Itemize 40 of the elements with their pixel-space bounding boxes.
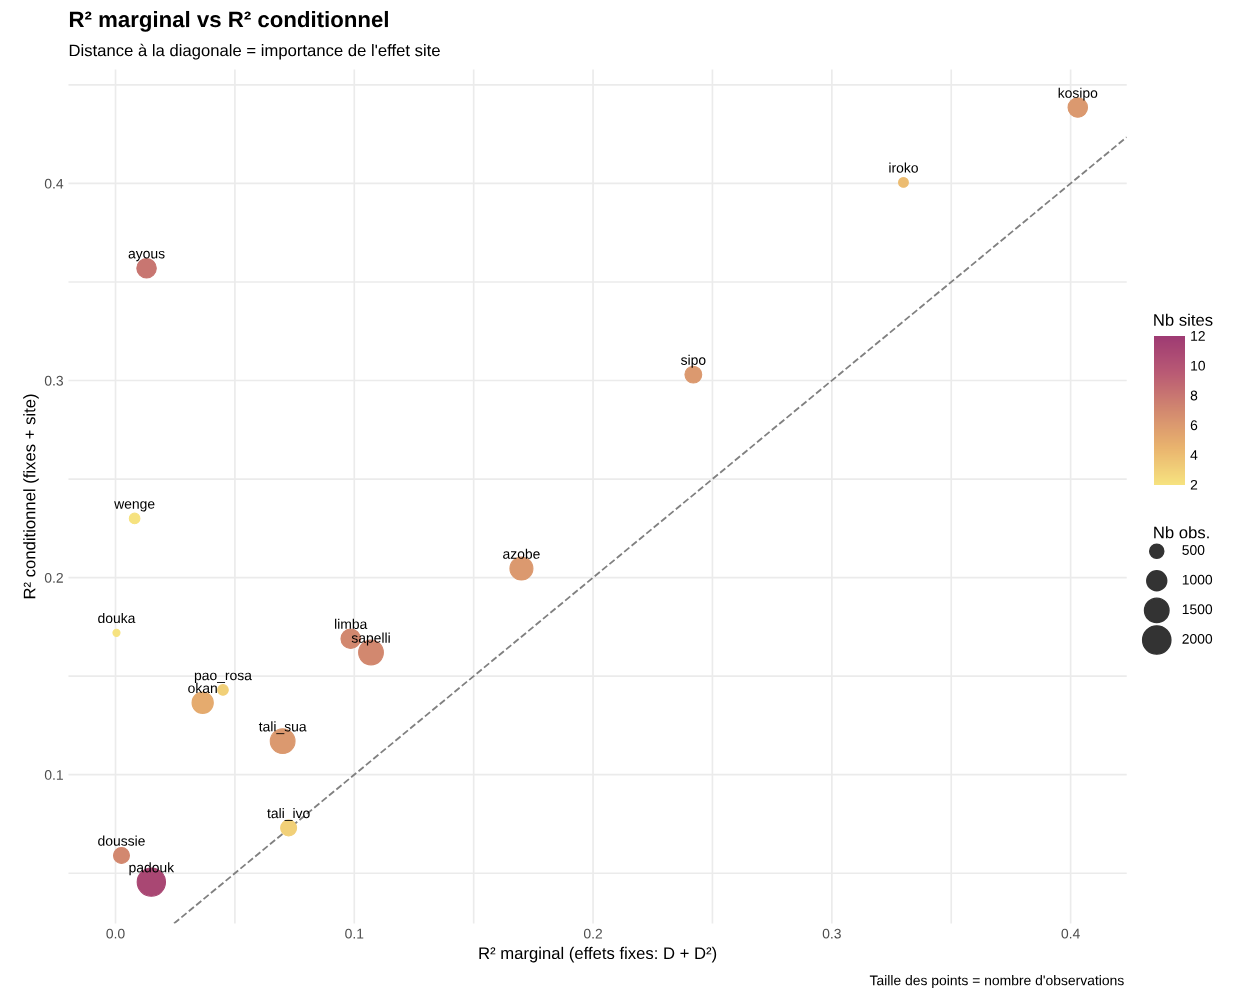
annotation: douka xyxy=(98,612,136,624)
legend-title: Nb obs. xyxy=(1154,526,1209,539)
annotation: wenge xyxy=(114,501,155,512)
annotation: okan xyxy=(188,682,217,694)
color-bar-title: Nb sites xyxy=(1154,313,1213,326)
chart-subtitle: Distance à la diagonale = importance de l'effet site xyxy=(69,43,440,60)
legend-label: 2000 xyxy=(1182,633,1213,644)
color-bar-label: 8 xyxy=(1190,390,1198,401)
annotation: tali_ivo xyxy=(267,808,310,821)
y-tick-label: 0.2 xyxy=(44,572,63,583)
x-tick-label: 0.1 xyxy=(345,928,364,939)
legend-label: 500 xyxy=(1182,545,1205,555)
x-tick-label: 0.0 xyxy=(106,928,125,939)
x-tick-label: 0.2 xyxy=(583,928,603,939)
color-bar-label: 10 xyxy=(1191,360,1206,371)
annotation: doussie xyxy=(98,835,145,846)
annotation: padouk xyxy=(129,862,175,876)
annotation: ayous xyxy=(128,250,165,262)
y-tick-label: 0.1 xyxy=(44,770,63,780)
color-bar-label: 6 xyxy=(1190,420,1198,431)
annotation: tali_sua xyxy=(258,721,307,735)
chart-title: R² marginal vs R² conditionnel xyxy=(69,10,388,32)
legend-label: 1000 xyxy=(1182,574,1213,585)
annotation: kosipo xyxy=(1058,87,1098,101)
annotation: iroko xyxy=(889,162,918,173)
legend-label: 1500 xyxy=(1182,604,1213,615)
y-tick-label: 0.3 xyxy=(44,375,64,386)
annotation: azobe xyxy=(503,548,540,559)
color-bar-label: 12 xyxy=(1191,330,1205,341)
annotation: limba xyxy=(335,618,368,630)
annotation: sipo xyxy=(681,354,706,368)
x-tick-label: 0.3 xyxy=(822,928,841,939)
color-bar-label: 4 xyxy=(1190,450,1198,460)
x-axis-title: R² marginal (effets fixes: D + D²) xyxy=(479,946,717,963)
color-bar-label: 2 xyxy=(1190,479,1198,490)
text: Taille des points = nombre d'observations xyxy=(869,975,1124,989)
y-tick-label: 0.4 xyxy=(44,178,64,189)
x-tick-label: 0.4 xyxy=(1061,928,1080,939)
y-axis-title: R² conditionnel (fixes + site) xyxy=(23,394,39,599)
annotation: pao_rosa xyxy=(194,672,252,683)
